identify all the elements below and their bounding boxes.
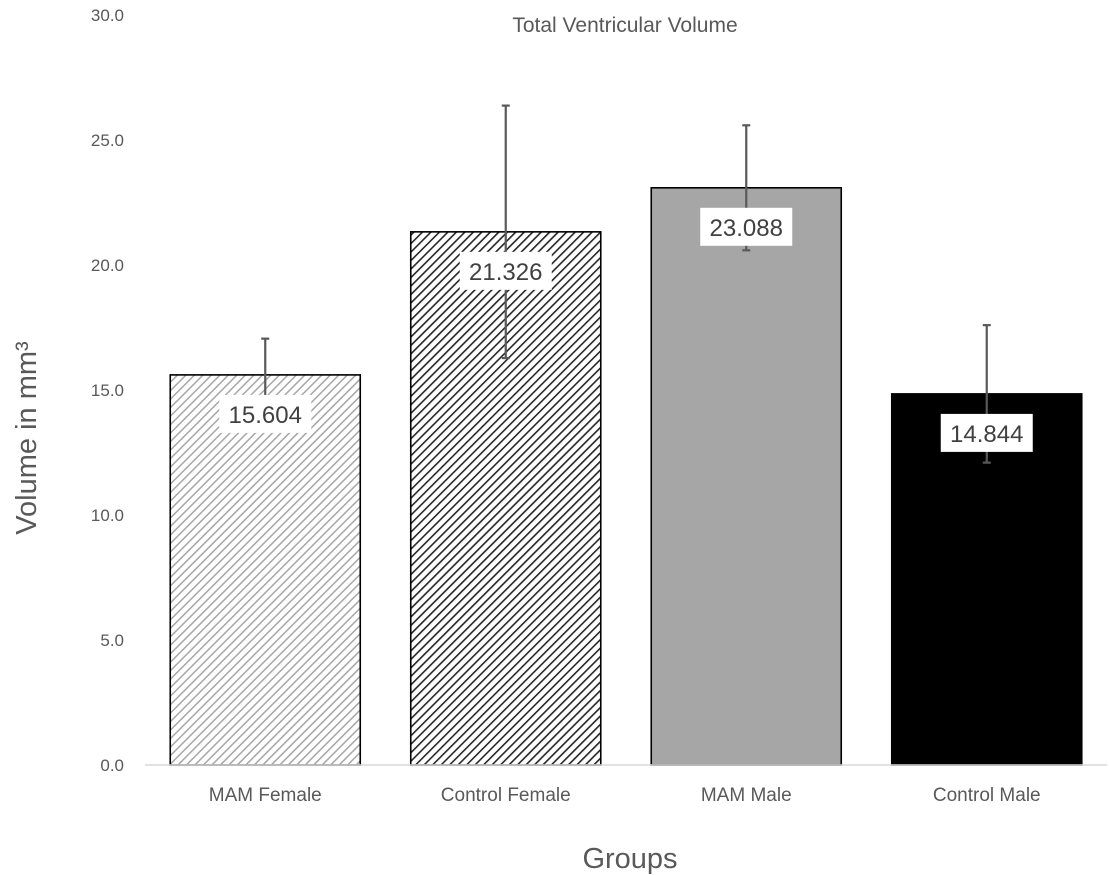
y-axis-label: Volume in mm³ [11, 341, 43, 535]
data-label-box [219, 394, 312, 433]
error-bars [261, 104, 991, 464]
data-label-box [940, 413, 1033, 452]
data-label: 21.326 [469, 259, 542, 286]
x-axis-label: Groups [582, 843, 677, 875]
data-label: 23.088 [710, 215, 783, 242]
error-bar [501, 104, 510, 360]
data-labels: 15.604 21.326 23.088 14.844 [219, 207, 1033, 452]
y-tick-label: 15.0 [91, 381, 124, 400]
data-label-box [459, 251, 552, 290]
x-category-label: Control Female [441, 785, 571, 806]
data-label: 15.604 [229, 402, 302, 429]
bar [650, 187, 843, 766]
y-tick-label: 5.0 [100, 631, 124, 650]
y-tick-label: 20.0 [91, 256, 124, 275]
y-tick-label: 25.0 [91, 131, 124, 150]
y-tick-label: 10.0 [91, 506, 124, 525]
chart-title: Total Ventricular Volume [512, 14, 737, 37]
x-category-label: MAM Female [209, 785, 322, 806]
x-category-label: Control Male [933, 785, 1041, 806]
bar [169, 374, 362, 766]
y-axis-ticks: 0.0 5.0 10.0 15.0 20.0 25.0 30.0 [91, 6, 124, 775]
bars [169, 187, 1083, 766]
data-label-box [700, 207, 793, 246]
y-tick-label: 30.0 [91, 6, 124, 25]
data-label: 14.844 [950, 421, 1023, 448]
x-category-label: MAM Male [701, 785, 792, 806]
x-axis-categories: MAM Female Control Female MAM Male Control … [209, 785, 1041, 806]
y-tick-label: 0.0 [100, 756, 124, 775]
